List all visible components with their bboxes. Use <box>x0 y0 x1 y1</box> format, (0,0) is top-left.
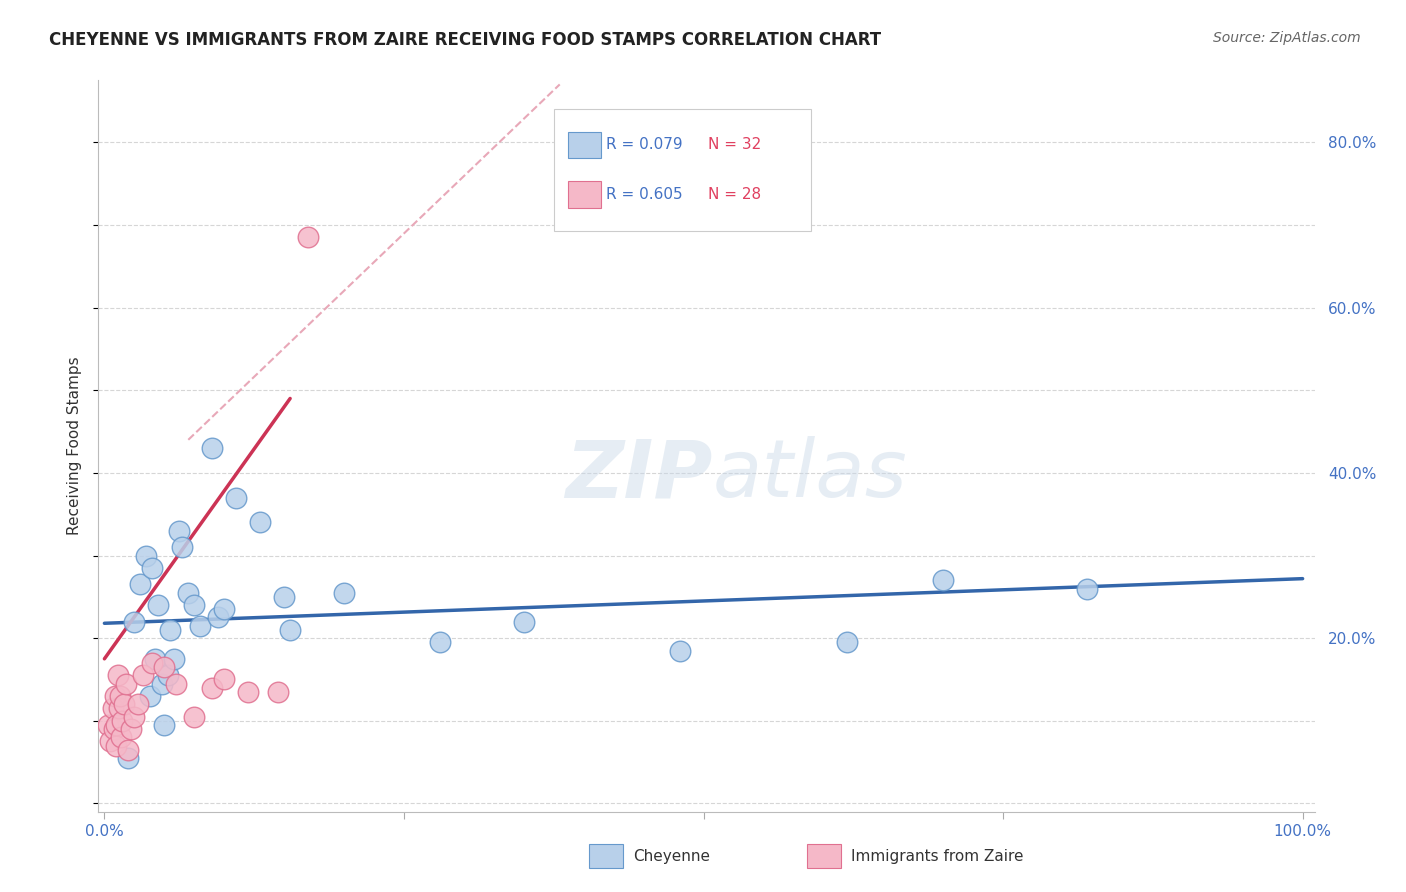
Point <box>212 673 235 687</box>
Point <box>156 668 179 682</box>
Point <box>97 718 120 732</box>
Point <box>932 574 955 588</box>
Point <box>108 689 131 703</box>
Point <box>103 722 125 736</box>
Point <box>120 722 142 736</box>
Point <box>148 598 170 612</box>
Point <box>141 561 163 575</box>
Point <box>107 701 129 715</box>
Point <box>132 668 155 682</box>
Point <box>104 689 127 703</box>
Point <box>129 577 152 591</box>
Point <box>153 660 176 674</box>
Point <box>278 623 301 637</box>
Point <box>117 751 139 765</box>
Point <box>159 623 181 637</box>
Point <box>105 718 128 732</box>
Text: Cheyenne: Cheyenne <box>633 849 710 863</box>
Text: CHEYENNE VS IMMIGRANTS FROM ZAIRE RECEIVING FOOD STAMPS CORRELATION CHART: CHEYENNE VS IMMIGRANTS FROM ZAIRE RECEIV… <box>49 31 882 49</box>
Text: atlas: atlas <box>713 436 907 515</box>
Point <box>201 441 224 455</box>
Point <box>273 590 295 604</box>
Point <box>101 701 124 715</box>
Point <box>165 676 187 690</box>
Text: R = 0.079: R = 0.079 <box>606 137 682 153</box>
Point <box>115 676 138 690</box>
Point <box>150 676 173 690</box>
Point <box>153 718 176 732</box>
Point <box>141 656 163 670</box>
Point <box>238 685 260 699</box>
Point <box>249 516 271 530</box>
Text: ZIP: ZIP <box>565 436 713 515</box>
Point <box>297 230 319 244</box>
Text: N = 28: N = 28 <box>709 187 761 202</box>
Point <box>107 668 129 682</box>
Point <box>267 685 290 699</box>
Point <box>183 709 205 723</box>
Point <box>429 635 451 649</box>
Point <box>112 698 135 712</box>
Point <box>124 709 146 723</box>
Point <box>1076 582 1098 596</box>
Point <box>177 585 200 599</box>
Point <box>167 524 190 538</box>
Point <box>163 652 186 666</box>
Point <box>124 615 146 629</box>
Text: Source: ZipAtlas.com: Source: ZipAtlas.com <box>1213 31 1361 45</box>
Point <box>212 602 235 616</box>
Point <box>139 689 162 703</box>
Point <box>188 619 211 633</box>
Point <box>135 549 157 563</box>
Point <box>225 491 247 505</box>
Point <box>110 731 132 745</box>
Point <box>111 714 134 728</box>
Text: R = 0.605: R = 0.605 <box>606 187 682 202</box>
Point <box>143 652 166 666</box>
Point <box>172 541 194 555</box>
Point <box>183 598 205 612</box>
Point <box>201 681 224 695</box>
Point <box>117 743 139 757</box>
Text: N = 32: N = 32 <box>709 137 762 153</box>
Point <box>105 739 128 753</box>
Point <box>513 615 536 629</box>
Y-axis label: Receiving Food Stamps: Receiving Food Stamps <box>67 357 83 535</box>
Point <box>100 734 122 748</box>
Point <box>837 635 859 649</box>
Point <box>207 610 229 624</box>
Point <box>333 585 356 599</box>
Text: Immigrants from Zaire: Immigrants from Zaire <box>851 849 1024 863</box>
Point <box>668 643 690 657</box>
Point <box>127 698 149 712</box>
